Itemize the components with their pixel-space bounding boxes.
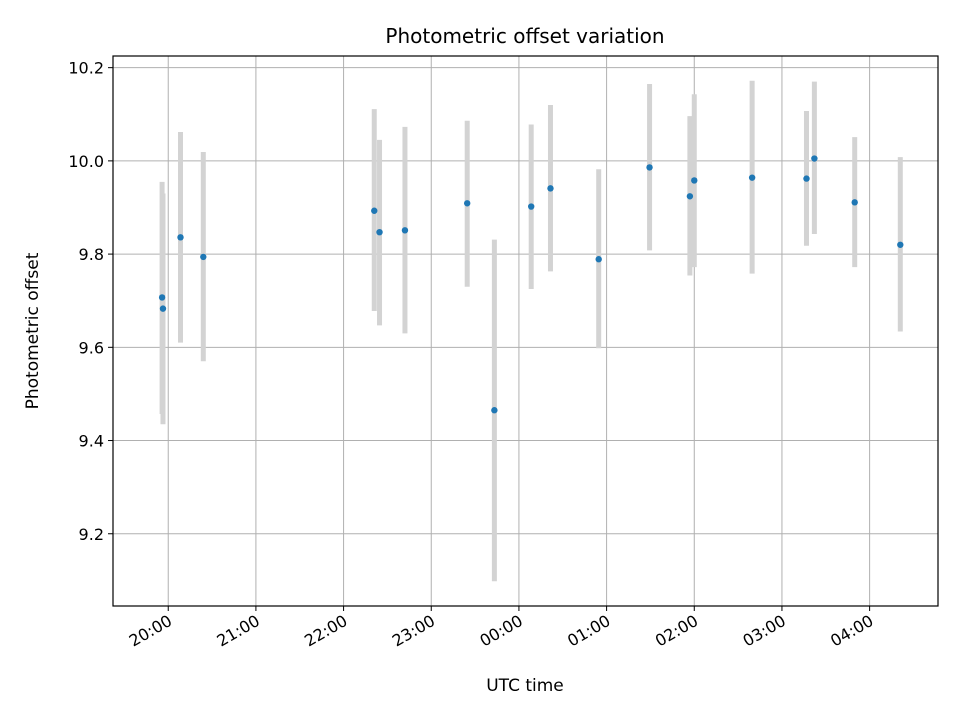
data-point xyxy=(897,241,904,248)
data-point xyxy=(401,227,409,234)
chart-title: Photometric offset variation xyxy=(385,24,664,48)
data-point xyxy=(851,199,858,206)
error-bars xyxy=(159,80,903,582)
x-tick-label: 23:00 xyxy=(389,611,438,651)
data-point xyxy=(200,253,207,261)
x-axis-ticks: 20:00 21:00 22:00 23:00 00:00 01:00 02:00 03:00… xyxy=(126,606,877,651)
y-tick-label: 10.2 xyxy=(68,59,104,78)
plot-frame xyxy=(112,55,939,607)
data-point xyxy=(803,175,810,182)
y-axis-ticks: 9.2 9.4 9.6 9.8 10.0 10.2 xyxy=(68,59,113,544)
y-tick-label: 9.4 xyxy=(79,432,104,451)
data-point xyxy=(527,203,535,210)
x-tick-label: 04:00 xyxy=(827,611,876,651)
data-point xyxy=(491,407,498,414)
y-tick-label: 9.2 xyxy=(79,525,104,544)
data-point xyxy=(811,155,818,162)
data-point xyxy=(158,294,166,301)
data-points xyxy=(158,155,904,414)
data-point xyxy=(371,207,378,214)
data-point xyxy=(463,200,471,207)
data-point xyxy=(547,185,554,192)
data-point xyxy=(686,193,694,200)
y-tick-label: 9.8 xyxy=(79,245,104,264)
x-tick-label: 02:00 xyxy=(652,611,701,651)
x-tick-label: 20:00 xyxy=(126,611,175,651)
x-axis-label: UTC time xyxy=(486,676,564,696)
x-tick-label: 00:00 xyxy=(476,611,525,651)
y-tick-label: 10.0 xyxy=(68,152,104,171)
data-point xyxy=(748,174,756,181)
data-point xyxy=(646,164,653,171)
y-axis-label: Photometric offset xyxy=(23,252,43,409)
x-tick-label: 03:00 xyxy=(740,611,789,651)
y-tick-label: 9.6 xyxy=(79,338,104,357)
grid xyxy=(113,56,938,606)
x-tick-label: 01:00 xyxy=(564,611,613,651)
data-point xyxy=(177,234,184,241)
data-point xyxy=(376,228,383,236)
data-point xyxy=(159,305,167,312)
data-point xyxy=(691,177,698,184)
x-tick-label: 21:00 xyxy=(213,611,262,651)
x-tick-label: 22:00 xyxy=(301,611,350,651)
data-point xyxy=(595,256,602,263)
